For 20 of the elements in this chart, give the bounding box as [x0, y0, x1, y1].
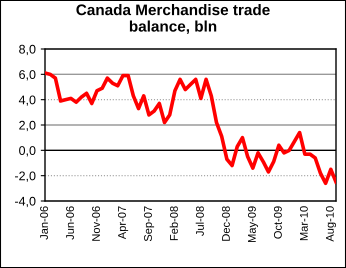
y-tick-label: 4,0	[18, 95, 36, 106]
x-tick-label: Feb-08	[170, 206, 178, 240]
x-tick-label: Jul-08	[196, 206, 204, 236]
x-tick-label: Sep-07	[144, 206, 154, 242]
x-tick-label: Mar-10	[300, 206, 308, 240]
x-tick-label: Oct-09	[274, 206, 282, 239]
x-tick-label: May-09	[248, 206, 258, 242]
y-tick-label: -2,0	[14, 171, 36, 182]
y-tick-label: 6,0	[19, 70, 36, 80]
x-tick-label: Aug-10	[326, 206, 336, 242]
y-tick-label: 8,0	[19, 44, 36, 56]
y-tick-label: 0,0	[19, 146, 36, 156]
y-tick-label: -4,0	[14, 196, 36, 208]
x-tick-label: Dec-08	[222, 206, 230, 241]
chart-title: Canada Merchandise trade balance, bln	[76, 4, 270, 34]
x-tick-label: Apr-07	[118, 206, 128, 240]
y-tick-label: 2,0	[19, 120, 36, 132]
x-tick-label: Jun-06	[66, 206, 74, 240]
x-tick-label: Jan-06	[40, 206, 48, 240]
x-tick-label: Nov-06	[92, 206, 100, 241]
